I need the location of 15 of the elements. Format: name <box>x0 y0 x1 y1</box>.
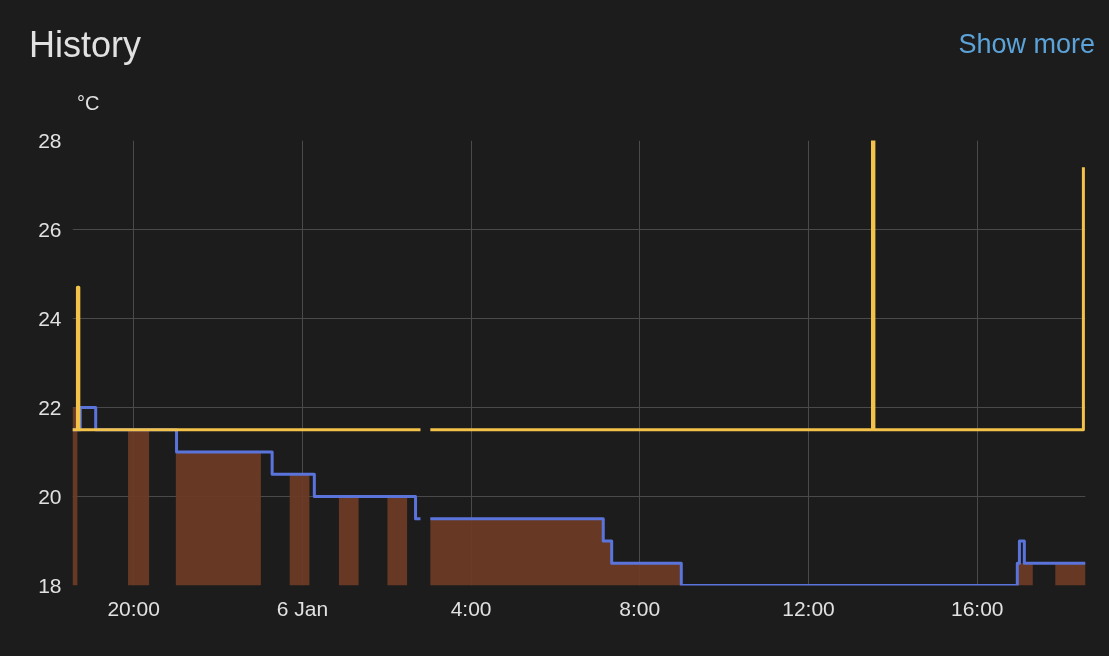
x-tick-label: 20:00 <box>107 596 160 620</box>
x-tick-label: 16:00 <box>950 596 1004 620</box>
y-tick-label: 20 <box>38 484 62 508</box>
y-tick-label: 18 <box>38 573 62 597</box>
y-tick-label: 24 <box>38 306 62 330</box>
text: Show more <box>958 28 1095 61</box>
x-tick-label: 4:00 <box>450 596 492 620</box>
x-tick-label: 6 Jan <box>276 596 329 620</box>
chart-title: History <box>29 23 142 67</box>
y-tick-label: 22 <box>38 395 62 419</box>
x-tick-label: 12:00 <box>782 596 835 620</box>
y-tick-label: 26 <box>38 217 62 241</box>
y-axis-title: °C <box>77 91 100 116</box>
x-tick-label: 8:00 <box>619 596 661 620</box>
y-tick-label: 28 <box>38 128 62 152</box>
